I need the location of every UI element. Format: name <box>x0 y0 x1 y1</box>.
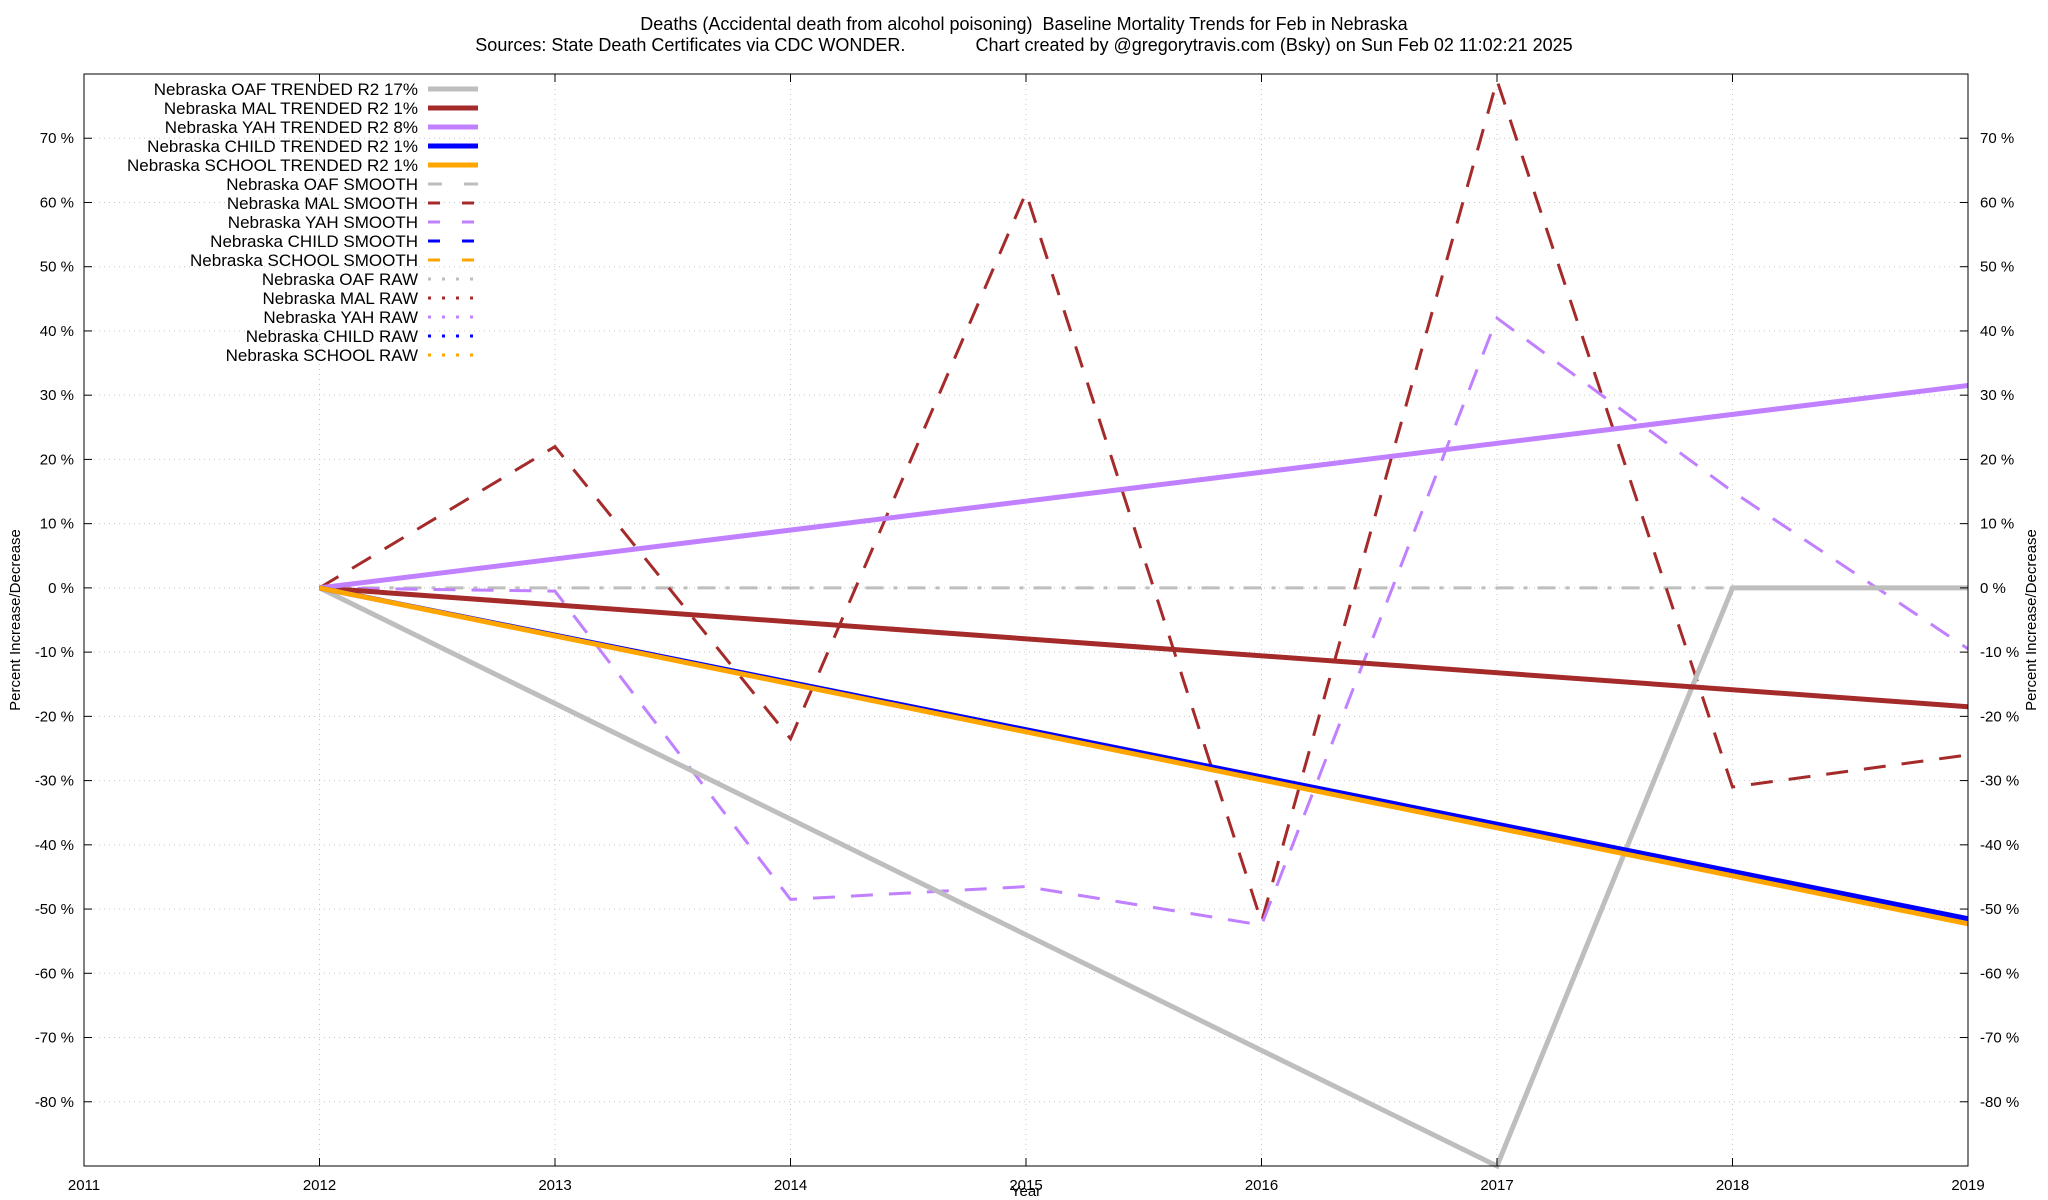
y-tick-label-left: -20 % <box>35 708 74 725</box>
legend-label: Nebraska YAH TRENDED R2 8% <box>165 118 418 137</box>
x-tick-label: 2013 <box>538 1177 571 1194</box>
legend-label: Nebraska MAL TRENDED R2 1% <box>164 99 418 118</box>
y-tick-label-left: -80 % <box>35 1094 74 1111</box>
y-tick-label-left: 20 % <box>40 451 74 468</box>
series-line-nebraska-yah-smooth <box>319 315 1969 927</box>
y-tick-label-right: -30 % <box>1980 773 2019 790</box>
y-tick-label-left: -40 % <box>35 837 74 854</box>
legend-label: Nebraska YAH RAW <box>263 308 418 327</box>
y-tick-label-right: 60 % <box>1980 194 2014 211</box>
y-tick-label-left: 70 % <box>40 130 74 147</box>
x-tick-label: 2019 <box>1951 1177 1984 1194</box>
x-tick-label: 2014 <box>774 1177 807 1194</box>
y-tick-label-right: -50 % <box>1980 901 2019 918</box>
chart-title: Deaths (Accidental death from alcohol po… <box>640 14 1408 34</box>
legend-label: Nebraska OAF TRENDED R2 17% <box>154 80 418 99</box>
legend-label: Nebraska YAH SMOOTH <box>228 213 418 232</box>
x-tick-label: 2016 <box>1245 1177 1278 1194</box>
y-tick-label-right: -60 % <box>1980 965 2019 982</box>
x-tick-label: 2012 <box>303 1177 336 1194</box>
y-tick-label-right: 70 % <box>1980 130 2014 147</box>
legend-label: Nebraska CHILD RAW <box>246 327 418 346</box>
y-tick-label-right: 20 % <box>1980 451 2014 468</box>
x-tick-label: 2017 <box>1480 1177 1513 1194</box>
legend-label: Nebraska MAL SMOOTH <box>227 194 418 213</box>
y-tick-label-left: 0 % <box>48 580 74 597</box>
x-tick-label: 2018 <box>1716 1177 1749 1194</box>
y-tick-label-right: 0 % <box>1980 580 2006 597</box>
legend-label: Nebraska MAL RAW <box>262 289 418 308</box>
y-tick-label-left: -30 % <box>35 773 74 790</box>
y-tick-label-left: -10 % <box>35 644 74 661</box>
y-tick-label-left: -60 % <box>35 965 74 982</box>
series-line-nebraska-oaf-trended-r2-17 <box>318 585 1968 1170</box>
legend-label: Nebraska SCHOOL SMOOTH <box>190 251 418 270</box>
y-tick-label-right: 30 % <box>1980 387 2014 404</box>
x-axis-label: Year <box>1011 1183 1041 1200</box>
y-tick-label-right: -80 % <box>1980 1094 2019 1111</box>
axis-ticks: 2011 2012 2013 2014 2015 2016 2017 2018 2019 70 %… <box>35 74 2019 1194</box>
y-tick-label-right: -20 % <box>1980 708 2019 725</box>
x-tick-label: 2015 <box>1009 1177 1042 1194</box>
chart-subtitle: Sources: State Death Certificates via CD… <box>475 35 1573 55</box>
legend-label: Nebraska CHILD TRENDED R2 1% <box>147 137 418 156</box>
series-line-nebraska-school-trended-r2-1 <box>319 585 1969 927</box>
series-line-nebraska-yah-trended-r2-8 <box>319 383 1969 591</box>
y-tick-label-left: -70 % <box>35 1030 74 1047</box>
y-tick-label-right: -40 % <box>1980 837 2019 854</box>
legend-label: Nebraska SCHOOL RAW <box>226 346 418 365</box>
y-tick-label-right: 50 % <box>1980 259 2014 276</box>
y2-axis-label: Percent Increase/Decrease <box>2023 529 2040 711</box>
legend-label: Nebraska SCHOOL TRENDED R2 1% <box>127 156 418 175</box>
legend-label: Nebraska CHILD SMOOTH <box>210 232 418 251</box>
y-tick-label-left: 10 % <box>40 516 74 533</box>
y-axis-label: Percent Increase/Decrease <box>7 529 24 711</box>
y-tick-label-right: -70 % <box>1980 1030 2019 1047</box>
y-tick-label-left: 50 % <box>40 259 74 276</box>
legend-label: Nebraska OAF RAW <box>262 270 418 289</box>
series-line-nebraska-mal-trended-r2-1 <box>319 585 1969 710</box>
y-tick-label-right: -10 % <box>1980 644 2019 661</box>
y-tick-label-left: 60 % <box>40 194 74 211</box>
series-line-nebraska-mal-smooth <box>318 75 1969 928</box>
y-tick-label-left: 40 % <box>40 323 74 340</box>
legend-label: Nebraska OAF SMOOTH <box>226 175 418 194</box>
y-tick-label-right: 10 % <box>1980 516 2014 533</box>
y-tick-label-left: -50 % <box>35 901 74 918</box>
y-tick-label-right: 40 % <box>1980 323 2014 340</box>
x-tick-label: 2011 <box>68 1177 100 1194</box>
series-layer <box>318 75 1969 1170</box>
legend: Nebraska OAF TRENDED R2 17%Nebraska MAL … <box>127 80 478 365</box>
y-tick-label-left: 30 % <box>40 387 74 404</box>
